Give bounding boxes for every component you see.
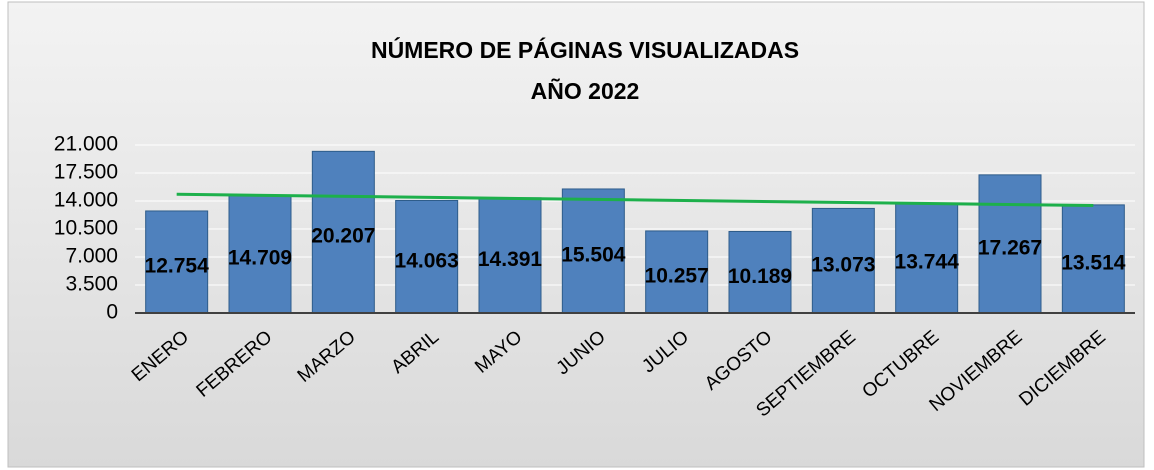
chart-title: NÚMERO DE PÁGINAS VISUALIZADAS [371,36,799,63]
data-label: 17.267 [978,236,1042,259]
data-label: 14.391 [478,248,543,271]
bar [561,188,625,314]
bar [1061,204,1125,314]
data-label: 20.207 [311,225,375,248]
data-label: 13.073 [811,253,875,276]
data-label: 12.754 [145,255,210,278]
y-tick-label: 14.000 [54,189,118,212]
data-label: 14.063 [395,249,459,272]
bar [395,199,459,314]
y-tick-label: 3.500 [65,273,118,296]
data-label: 15.504 [561,244,626,267]
data-label: 10.257 [645,265,709,288]
bar [895,202,959,314]
bar [645,230,709,314]
bar [728,230,792,314]
data-label: 13.744 [895,251,960,274]
y-tick-label: 21.000 [54,133,118,156]
trendline [176,192,1094,208]
bar [145,210,209,314]
bar [811,207,875,314]
data-label: 13.514 [1061,251,1126,274]
y-tick-label: 10.500 [54,217,118,240]
y-tick-label: 0 [106,301,118,324]
chart-subtitle: AÑO 2022 [531,77,640,104]
y-tick-label: 7.000 [65,245,118,268]
data-label: 14.709 [228,247,292,270]
bar [978,174,1042,314]
y-tick-label: 17.500 [54,161,118,184]
data-label: 10.189 [728,265,792,288]
